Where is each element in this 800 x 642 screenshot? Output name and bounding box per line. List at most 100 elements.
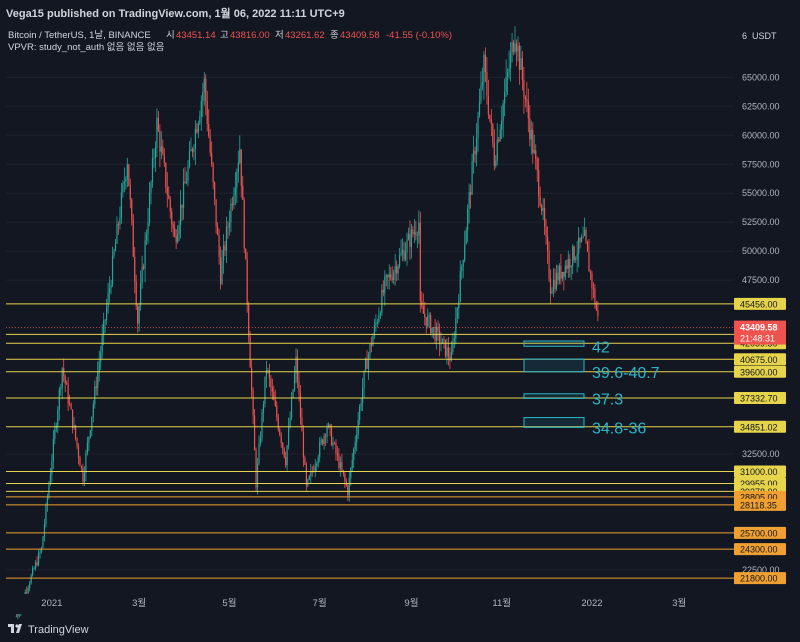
candle-body [264, 376, 266, 405]
candle-body [163, 153, 165, 164]
candle-body [404, 252, 407, 260]
candle-body [182, 181, 185, 208]
candle-body [554, 279, 556, 290]
candle-body [520, 58, 522, 70]
candle-body [335, 443, 337, 454]
candle-body [372, 336, 374, 346]
candle-body [298, 381, 300, 394]
time-tick-label: 3월 [132, 597, 146, 609]
candle-body [413, 232, 415, 235]
time-tick-label: 2022 [581, 598, 602, 609]
level-price-badge[interactable] [734, 572, 786, 585]
candle-body [123, 181, 125, 184]
candle-body [162, 146, 164, 154]
candle-body [585, 229, 587, 242]
candle-body [174, 228, 176, 237]
candle-body [209, 136, 211, 153]
candle-body [194, 129, 196, 149]
published-line: Vega15 published on TradingView.com, 1월 … [6, 8, 345, 20]
target-zone-box[interactable] [523, 393, 585, 399]
level-price-badge[interactable] [734, 498, 786, 511]
price-tick-label: 32500.00 [742, 449, 780, 459]
level-price-badge[interactable] [734, 465, 786, 478]
price-tick-label: 57500.00 [742, 159, 780, 169]
candle-body [481, 82, 484, 86]
candle-body [51, 461, 53, 475]
horizontal-levels[interactable] [6, 303, 734, 579]
candle-body [268, 370, 270, 379]
tradingview-logo-icon[interactable] [8, 622, 24, 634]
candle-body [71, 409, 74, 429]
candle-body [148, 193, 151, 222]
target-zone-label: 37.3 [592, 391, 623, 408]
target-zone-box[interactable] [523, 340, 585, 347]
candle-body [145, 234, 148, 241]
candle-body [246, 259, 248, 305]
target-zone-box[interactable] [523, 417, 585, 428]
candle-body [576, 254, 578, 259]
level-price-label: 21800.00 [740, 574, 778, 584]
candle-body [230, 203, 232, 223]
candle-body [397, 266, 399, 274]
price-axis[interactable]: 65000.00 62500.00 60000.00 57500.00 55000.00… [734, 24, 800, 594]
candle-body [85, 452, 87, 473]
candle-body [557, 272, 559, 281]
currency-label[interactable]: USDT [752, 31, 777, 41]
level-price-badge[interactable] [734, 365, 786, 378]
level-price-badge[interactable] [734, 420, 786, 433]
candle-body [251, 367, 253, 391]
candle-body [279, 429, 281, 435]
candle-body [378, 315, 380, 322]
candle-body [360, 403, 362, 407]
candle-body [211, 152, 213, 164]
indicator-line: VPVR: study_not_auth 없음 없음 없음 [8, 41, 165, 53]
candle-body [156, 117, 158, 148]
candle-body [595, 304, 597, 311]
target-zone-box[interactable] [523, 358, 585, 373]
low-label: 저 [275, 30, 284, 41]
price-tick-label: 55000.00 [742, 188, 780, 198]
target-zone-label: 42 [592, 339, 610, 356]
candle-body [60, 387, 62, 390]
candle-body [350, 468, 352, 479]
candle-body [94, 386, 96, 405]
candle-body [187, 166, 189, 182]
candle-body [551, 291, 553, 294]
candle-body [277, 417, 279, 430]
level-price-badge[interactable] [734, 297, 786, 310]
target-zones[interactable]: 42 39.6-40.7 37.3 34.8-36 [523, 339, 660, 437]
candle-body [502, 103, 504, 121]
candle-body [575, 258, 577, 261]
candle-body [221, 260, 223, 284]
candle-body [416, 235, 418, 237]
candle-body [597, 310, 599, 316]
level-price-badge[interactable] [734, 392, 786, 405]
candle-body [505, 77, 507, 93]
candle-body [509, 52, 512, 69]
candle-body [88, 436, 90, 443]
time-axis[interactable]: 2021 3월 5월 7월 9월 11월 2022 3월 [0, 594, 800, 614]
candle-body [376, 321, 378, 323]
candle-body [443, 338, 445, 340]
candle-body [351, 460, 353, 469]
candle-body [493, 143, 495, 166]
candle-body [424, 313, 426, 318]
candle-body [248, 304, 250, 337]
level-price-badge[interactable] [734, 526, 786, 539]
brand-name[interactable]: TradingView [28, 624, 89, 636]
candle-body [305, 464, 307, 486]
candle-body [114, 243, 117, 252]
candle-body [310, 470, 312, 477]
candle-body [573, 246, 575, 261]
candle-body [561, 272, 563, 279]
level-price-badge[interactable] [734, 543, 786, 556]
last-price-badge[interactable] [734, 320, 786, 345]
candle-body [526, 98, 528, 102]
candle-body [535, 150, 537, 160]
open-value: 43451.14 [176, 30, 216, 41]
candle-body [214, 182, 216, 200]
level-price-badge[interactable] [734, 353, 786, 366]
candle-body [301, 417, 303, 432]
candle-body [450, 352, 452, 361]
